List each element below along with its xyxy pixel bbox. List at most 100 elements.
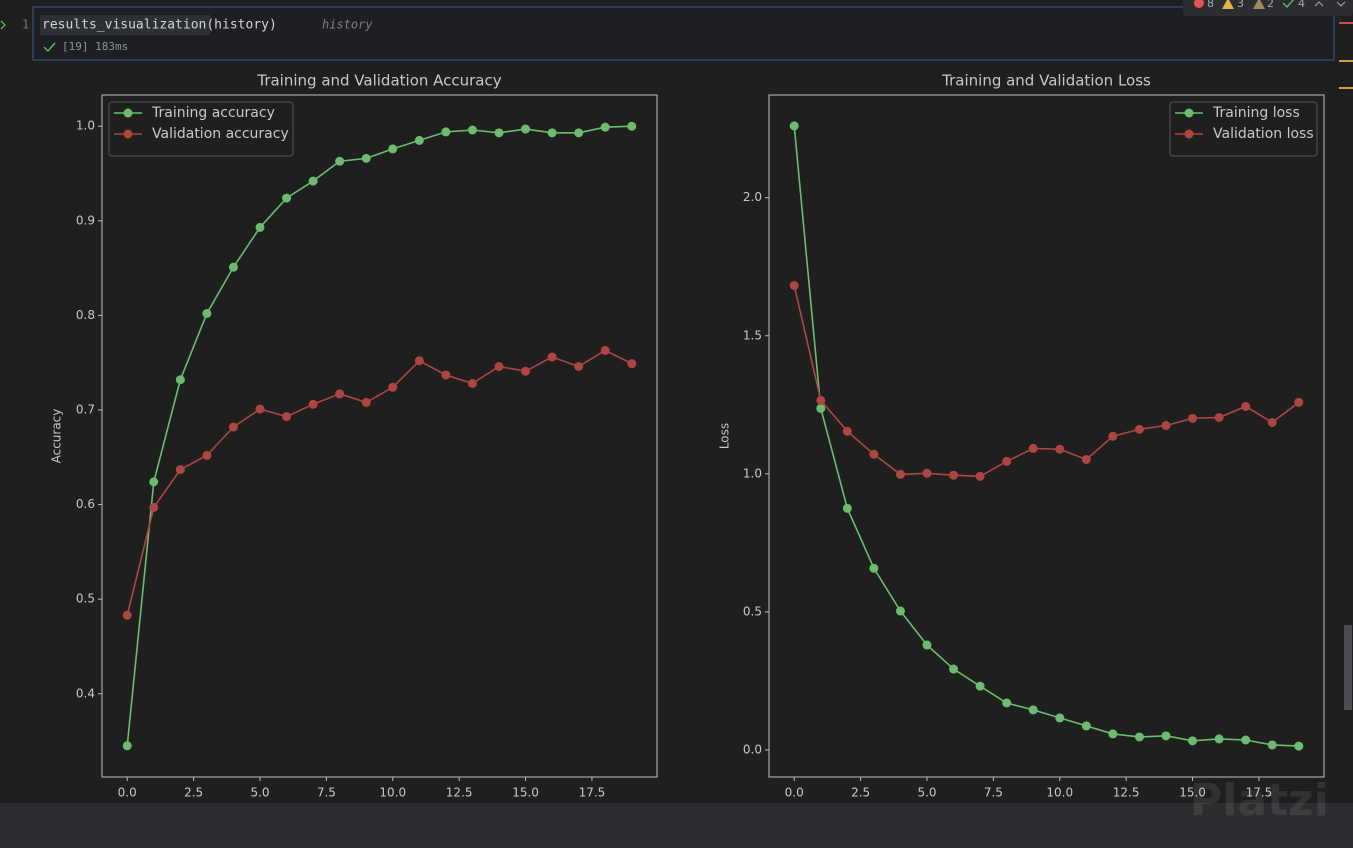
y-tick-label: 0.5 [76,592,95,606]
data-point [467,379,477,389]
x-tick-label: 7.5 [984,786,1003,800]
plot-area [768,94,1325,778]
x-tick-label: 0.0 [785,786,804,800]
data-point [842,503,852,513]
data-point [922,468,932,478]
data-point [361,397,371,407]
plot-area [101,94,658,778]
y-tick-label: 0.6 [76,497,95,511]
data-point [895,606,905,616]
data-point [1028,705,1038,715]
data-point [388,144,398,154]
data-point [1002,698,1012,708]
code-cell[interactable] [32,6,1335,61]
data-point [600,122,610,132]
inlay-hint: history [322,18,373,32]
data-point [627,359,637,369]
data-point [521,366,531,376]
y-tick-label: 1.5 [743,328,762,342]
error-count: 8 [1207,0,1214,10]
data-point [335,389,345,399]
data-point [255,404,265,414]
warning-count: 3 [1237,0,1244,10]
data-point [975,681,985,691]
data-point [441,370,451,380]
x-tick-label: 15.0 [1179,786,1206,800]
y-tick-label: 0.9 [76,213,95,227]
y-tick-label: 0.8 [76,308,95,322]
legend-label: Training loss [1212,105,1300,121]
data-point [361,153,371,163]
x-tick-label: 2.5 [851,786,870,800]
weak-warning-icon [1253,0,1265,9]
data-point [975,471,985,481]
data-point [949,664,959,674]
y-axis-label: Accuracy [50,409,64,464]
x-tick-label: 12.5 [1113,786,1140,800]
data-point [414,135,424,145]
data-point [521,124,531,134]
legend-box [1169,101,1318,157]
chart-title: Training and Validation Loss [941,72,1151,90]
data-point [228,262,238,272]
warning-stripe [1339,60,1353,62]
data-point [1267,417,1277,427]
data-point [467,125,477,135]
data-point [1294,741,1304,751]
legend-marker [123,108,133,118]
data-point [441,127,451,137]
x-tick-label: 2.5 [184,786,203,800]
warning-icon [1222,0,1234,9]
nav-arrows[interactable] [1314,1,1346,7]
legend-label: Training accuracy [151,105,275,121]
y-tick-label: 1.0 [76,119,95,133]
data-point [149,477,159,487]
data-point [789,281,799,291]
data-point [842,426,852,436]
data-point [1108,431,1118,441]
chart-title: Training and Validation Accuracy [256,72,501,90]
data-point [255,222,265,232]
data-point [494,128,504,138]
scrollbar[interactable] [1344,625,1352,710]
x-tick-label: 5.0 [917,786,936,800]
data-point [282,193,292,203]
data-point [1214,734,1224,744]
data-point [1055,444,1065,454]
error-stripe [1339,22,1353,24]
x-tick-label: 17.5 [1246,786,1273,800]
data-point [1002,456,1012,466]
legend-box [108,101,294,157]
data-point [202,309,212,319]
run-icon[interactable] [0,20,6,30]
data-point [627,121,637,131]
legend-label: Validation accuracy [152,126,289,142]
data-point [308,399,318,409]
data-point [1241,735,1251,745]
data-point [175,465,185,475]
data-point [547,352,557,362]
code-text: results_visualization(history) [42,18,277,33]
data-point [122,741,132,751]
data-point [149,502,159,512]
warning-stripe [1339,87,1353,89]
data-point [789,121,799,131]
success-icon [43,42,56,53]
data-point [816,395,826,405]
data-point [282,412,292,422]
data-point [895,469,905,479]
typo-icon [1282,0,1295,9]
data-point [494,361,504,371]
data-point [1188,736,1198,746]
data-point [574,361,584,371]
series-line [126,349,633,616]
line-number: 1 [22,18,29,32]
data-point [228,422,238,432]
y-tick-label: 0.5 [743,604,762,618]
typo-count: 4 [1298,0,1305,10]
data-point [1188,413,1198,423]
data-point [600,345,610,355]
y-tick-label: 2.0 [743,190,762,204]
data-point [202,450,212,460]
data-point [1241,401,1251,411]
